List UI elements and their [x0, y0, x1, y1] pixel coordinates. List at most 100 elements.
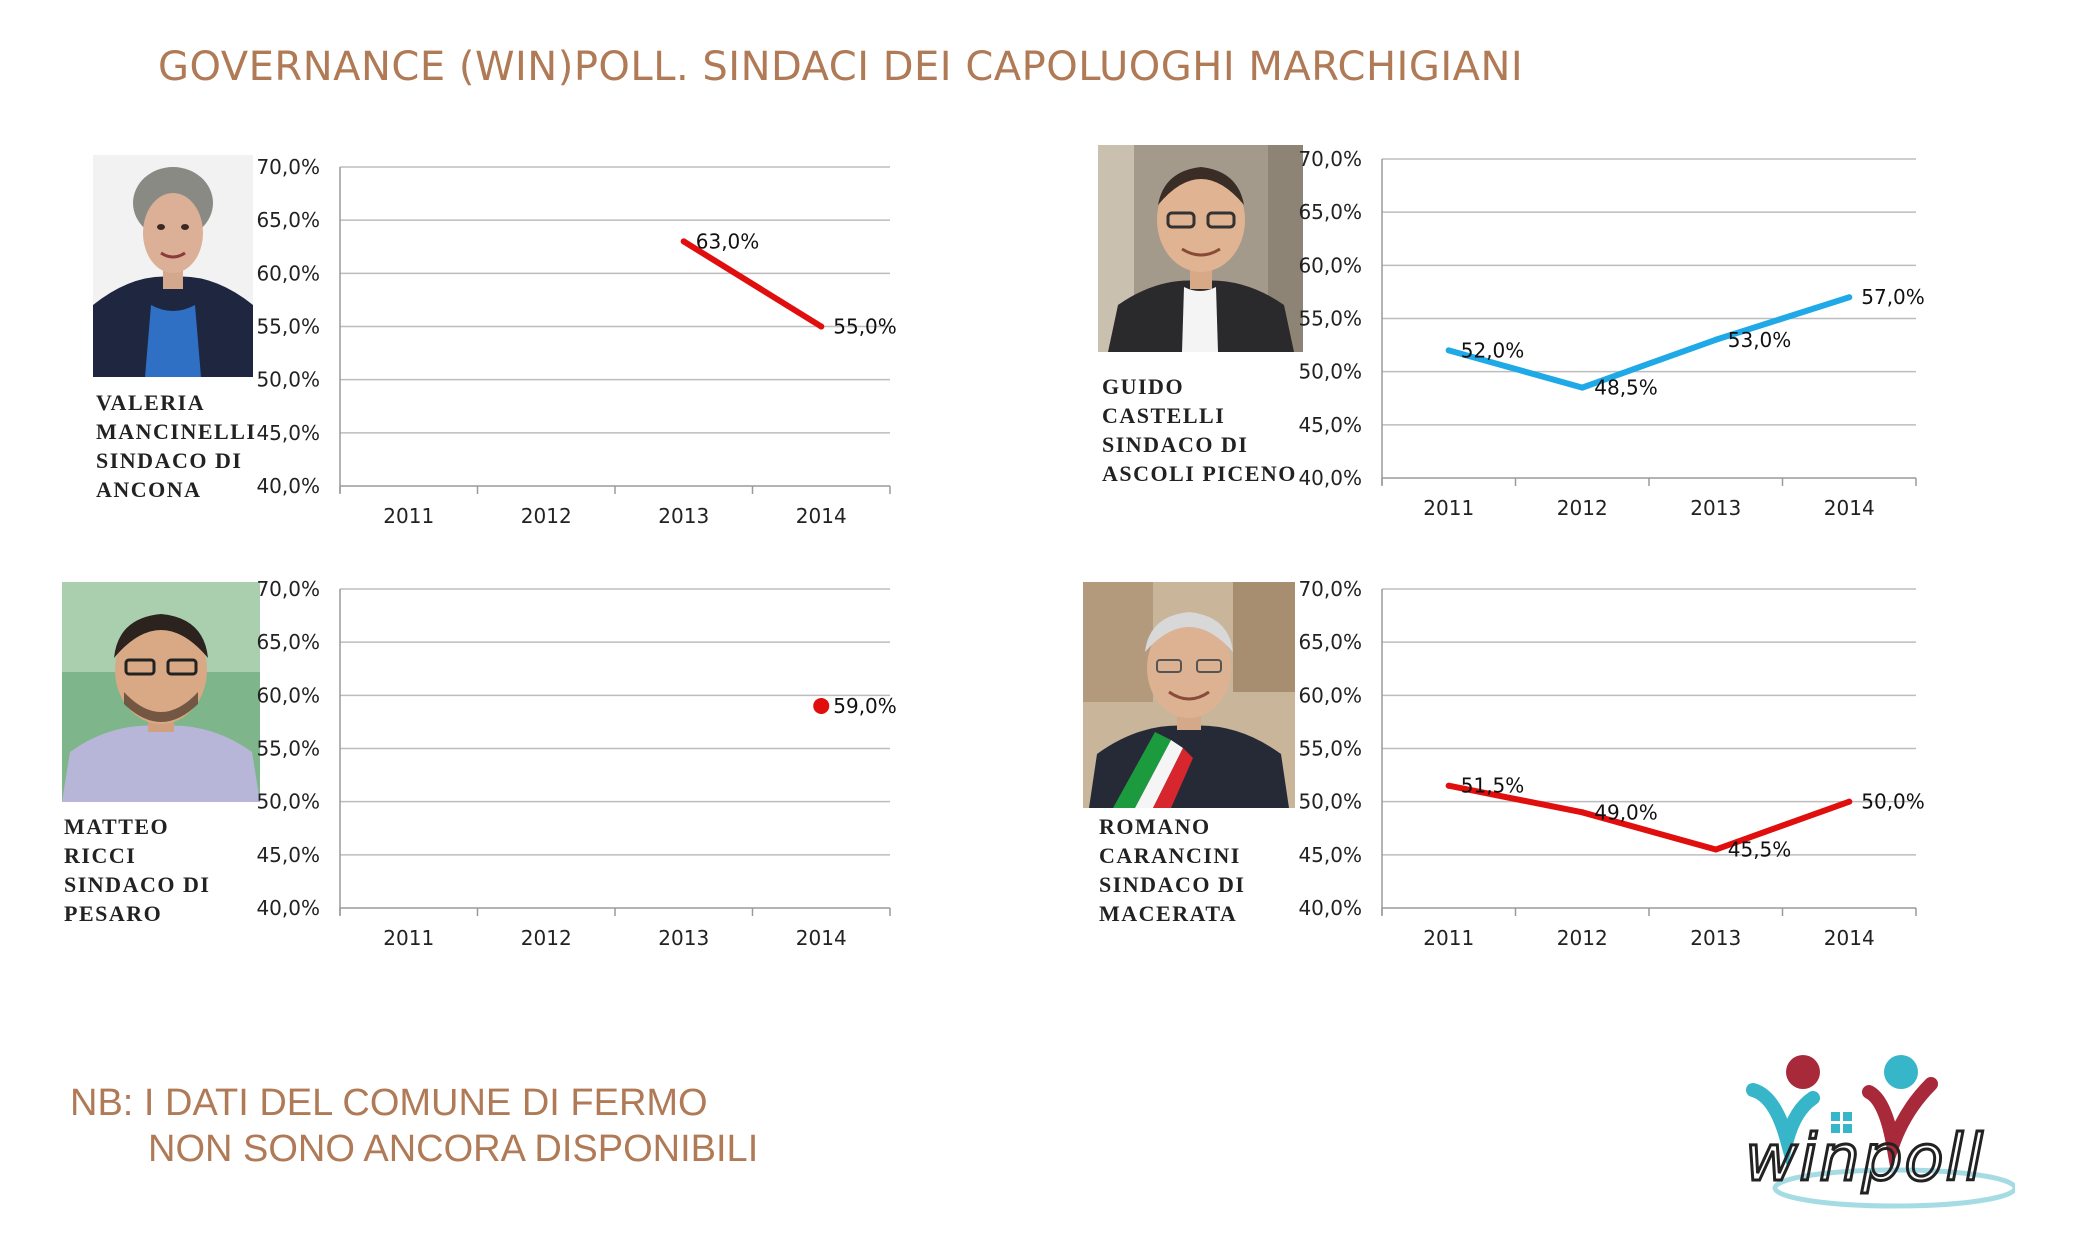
caption-line: GUIDO	[1102, 374, 1185, 399]
caption-line: MATTEO	[64, 814, 170, 839]
data-point	[813, 697, 830, 714]
data-point	[818, 323, 825, 330]
availability-note: NB: I DATI DEL COMUNE DI FERMO NON SONO …	[70, 1080, 758, 1172]
caption-line: SINDACO DI	[1099, 872, 1246, 897]
mayor-caption-ascoli-piceno: GUIDO CASTELLI SINDACO DI ASCOLI PICENO	[1102, 372, 1297, 488]
y-tick-label: 40,0%	[256, 474, 320, 498]
data-label: 52,0%	[1461, 338, 1525, 362]
y-tick-label: 70,0%	[256, 155, 320, 179]
data-label: 50,0%	[1861, 790, 1925, 814]
mayor-photo-pesaro	[62, 582, 260, 802]
x-tick-label: 2013	[1690, 496, 1741, 520]
caption-line: RICCI	[64, 843, 137, 868]
x-tick-label: 2014	[1824, 496, 1875, 520]
y-tick-label: 45,0%	[1298, 413, 1362, 437]
y-tick-label: 55,0%	[1298, 307, 1362, 331]
x-tick-label: 2011	[383, 504, 434, 528]
y-tick-label: 65,0%	[256, 208, 320, 232]
winpoll-logo: winpoll	[1735, 1040, 2015, 1210]
caption-line: ASCOLI PICENO	[1102, 461, 1297, 486]
caption-line: ANCONA	[96, 477, 202, 502]
y-tick-label: 65,0%	[256, 630, 320, 654]
y-tick-label: 60,0%	[1298, 683, 1362, 707]
data-label: 55,0%	[833, 315, 897, 339]
data-label: 48,5%	[1594, 376, 1658, 400]
mayor-caption-macerata: ROMANO CARANCINI SINDACO DI MACERATA	[1099, 812, 1245, 928]
y-tick-label: 70,0%	[256, 577, 320, 601]
caption-line: PESARO	[64, 901, 163, 926]
y-tick-label: 65,0%	[1298, 200, 1362, 224]
data-point	[1846, 798, 1853, 805]
data-label: 53,0%	[1728, 328, 1792, 352]
x-tick-label: 2014	[796, 926, 847, 950]
caption-line: SINDACO DI	[1102, 432, 1249, 457]
series-line	[1445, 294, 1853, 391]
data-label: 49,0%	[1594, 800, 1658, 824]
x-tick-label: 2012	[1557, 926, 1608, 950]
data-label: 59,0%	[833, 694, 897, 718]
x-tick-label: 2014	[1824, 926, 1875, 950]
caption-line: MACERATA	[1099, 901, 1238, 926]
data-point	[680, 238, 687, 245]
x-tick-label: 2013	[658, 926, 709, 950]
y-tick-label: 55,0%	[256, 315, 320, 339]
y-tick-label: 70,0%	[1298, 577, 1362, 601]
data-point	[1445, 782, 1452, 789]
y-tick-label: 70,0%	[1298, 147, 1362, 171]
mayor-photo-macerata	[1083, 582, 1295, 808]
chart-ascoli-piceno-svg: 40,0% 45,0% 50,0% 55,0% 60,0% 65,0% 70,0% 2011 2…	[1298, 147, 1925, 520]
y-tick-label: 45,0%	[1298, 843, 1362, 867]
y-tick-label: 40,0%	[1298, 896, 1362, 920]
chart-pesaro: 40,0% 45,0% 50,0% 55,0% 60,0% 65,0% 70,0% 2011 2…	[250, 575, 910, 965]
caption-line: SINDACO DI	[96, 448, 243, 473]
data-label: 63,0%	[696, 229, 760, 253]
x-tick-label: 2012	[521, 504, 572, 528]
x-tick-label: 2013	[1690, 926, 1741, 950]
y-tick-label: 40,0%	[1298, 466, 1362, 490]
mayor-caption-ancona: VALERIA MANCINELLI SINDACO DI ANCONA	[96, 388, 256, 504]
x-tick-label: 2011	[1423, 496, 1474, 520]
mayor-photo-ancona	[93, 155, 253, 377]
series-line	[1445, 782, 1853, 853]
y-tick-label: 45,0%	[256, 843, 320, 867]
chart-ancona-svg: 40,0% 45,0% 50,0% 55,0% 60,0% 65,0% 70,0% 2011 2…	[256, 155, 897, 528]
series-line	[680, 238, 825, 330]
caption-line: CASTELLI	[1102, 403, 1226, 428]
y-tick-label: 55,0%	[256, 737, 320, 761]
y-tick-label: 55,0%	[1298, 737, 1362, 761]
caption-line: ROMANO	[1099, 814, 1211, 839]
chart-macerata: 40,0% 45,0% 50,0% 55,0% 60,0% 65,0% 70,0% 2011 2…	[1298, 575, 1990, 965]
note-line-2: NON SONO ANCORA DISPONIBILI	[148, 1128, 759, 1170]
data-label: 45,5%	[1728, 838, 1792, 862]
data-label: 57,0%	[1861, 285, 1925, 309]
chart-ascoli-piceno: 40,0% 45,0% 50,0% 55,0% 60,0% 65,0% 70,0% 2011 2…	[1298, 145, 1990, 535]
caption-line: CARANCINI	[1099, 843, 1241, 868]
y-tick-label: 45,0%	[256, 421, 320, 445]
chart-pesaro-svg: 40,0% 45,0% 50,0% 55,0% 60,0% 65,0% 70,0% 2011 2…	[256, 577, 897, 950]
x-tick-label: 2012	[1557, 496, 1608, 520]
data-point	[1846, 294, 1853, 301]
mayor-photo-ascoli-piceno	[1098, 145, 1303, 352]
x-tick-label: 2011	[1423, 926, 1474, 950]
chart-ancona: 40,0% 45,0% 50,0% 55,0% 60,0% 65,0% 70,0% 2011 2…	[250, 150, 910, 540]
y-tick-label: 50,0%	[256, 790, 320, 814]
y-tick-label: 60,0%	[256, 683, 320, 707]
x-tick-label: 2011	[383, 926, 434, 950]
mayor-caption-pesaro: MATTEO RICCI SINDACO DI PESARO	[64, 812, 210, 928]
y-tick-label: 60,0%	[1298, 253, 1362, 277]
caption-line: VALERIA	[96, 390, 206, 415]
page-title: GOVERNANCE (WIN)POLL. SINDACI DEI CAPOLU…	[158, 44, 1524, 90]
data-point	[1579, 809, 1586, 816]
logo-text: winpoll	[1745, 1122, 1985, 1196]
caption-line: SINDACO DI	[64, 872, 211, 897]
data-label: 51,5%	[1461, 774, 1525, 798]
caption-line: MANCINELLI	[96, 419, 257, 444]
data-point	[1445, 347, 1452, 354]
chart-macerata-svg: 40,0% 45,0% 50,0% 55,0% 60,0% 65,0% 70,0% 2011 2…	[1298, 577, 1925, 950]
x-tick-label: 2014	[796, 504, 847, 528]
y-tick-label: 65,0%	[1298, 630, 1362, 654]
y-tick-label: 60,0%	[256, 261, 320, 285]
y-tick-label: 50,0%	[256, 368, 320, 392]
data-point	[1712, 846, 1719, 853]
y-tick-label: 40,0%	[256, 896, 320, 920]
